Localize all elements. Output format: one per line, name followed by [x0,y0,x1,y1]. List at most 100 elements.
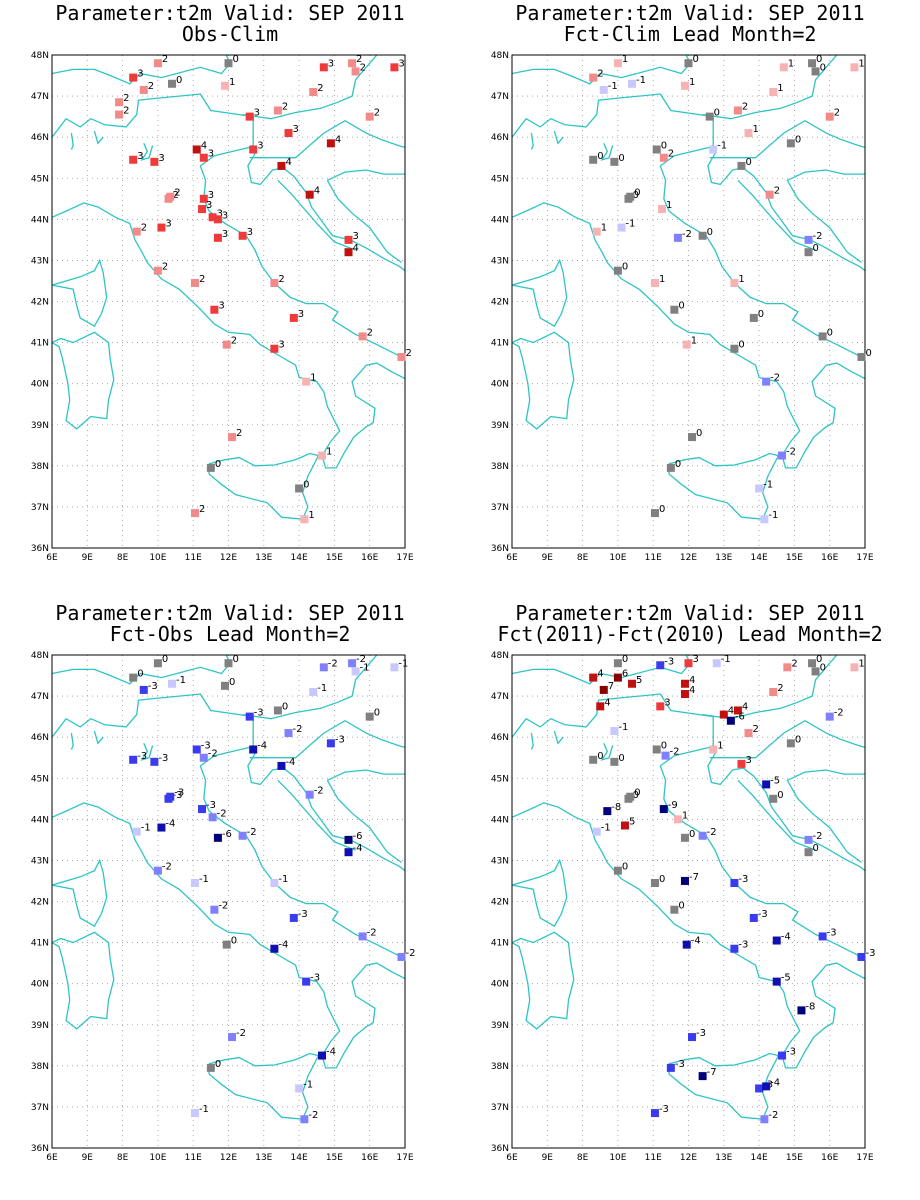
station-value-label: 0 [374,708,380,719]
station-marker [808,59,817,68]
station-value-label: 1 [717,740,723,751]
station-marker [168,79,177,88]
station-marker [198,205,207,214]
station-value-label: 1 [229,77,235,88]
station-value-label: 6 [622,669,628,680]
station-value-label: 0 [137,669,143,680]
lat-tick-label: 43N [31,256,49,266]
station-value-label: 4 [314,186,320,197]
station-value-label: 1 [738,274,744,285]
coastline [242,655,378,720]
coastline [70,133,74,150]
lat-tick-label: 37N [31,1103,49,1113]
station-value-label: -1 [618,722,628,733]
station-value-label: -3 [738,940,748,951]
coastline [512,55,692,85]
lat-tick-label: 42N [491,898,509,908]
station-value-label: 3 [328,58,334,69]
lon-tick-label: 11E [645,1153,662,1163]
lon-tick-label: 6E [46,553,58,563]
map-panel-fct-clim: Parameter:t2m Valid: SEP 2011 Fct-Clim Le… [460,0,920,600]
map-panel-obs-clim: Parameter:t2m Valid: SEP 2011 Obs-Clim 6E 9… [0,0,460,600]
station-value-label: -2 [707,827,717,838]
coastline [512,693,714,748]
station-marker [300,1115,309,1124]
station-marker [318,1051,327,1060]
station-marker [737,759,746,768]
coastline [702,655,838,720]
station-marker [157,223,166,232]
station-marker [744,129,753,138]
station-marker [277,161,286,170]
station-value-label: 1 [788,58,794,69]
station-value-label: 3 [208,149,214,160]
lon-tick-label: 15E [786,1153,803,1163]
station-marker [206,1063,215,1072]
station-value-label: 0 [303,479,309,490]
lat-tick-label: 45N [491,174,509,184]
station-marker [344,835,353,844]
station-value-label: -3 [675,1059,685,1070]
station-value-label: -1 [199,1104,209,1115]
station-value-label: -3 [137,751,147,762]
station-marker [238,831,247,840]
lat-tick-label: 38N [31,1062,49,1072]
station-marker [277,761,286,770]
panel-title: Parameter:t2m Valid: SEP 2011 [55,1,404,25]
lon-tick-label: 17E [396,553,413,563]
station-value-label: -8 [611,802,621,813]
lat-tick-label: 40N [31,380,49,390]
station-marker [755,1084,764,1093]
station-marker [309,687,318,696]
station-marker [620,821,629,830]
coastline [512,258,568,328]
station-value-label: 5 [636,675,642,686]
station-marker [351,67,360,76]
coastline [199,746,405,872]
lon-tick-label: 9E [542,1153,554,1163]
coastline [208,452,320,520]
station-value-label: -2 [208,749,218,760]
station-marker [688,433,697,442]
station-marker [818,332,827,341]
coastline [659,746,865,872]
station-value-label: 0 [707,227,713,238]
lon-tick-label: 6E [506,1153,518,1163]
station-value-label: -4 [326,1047,336,1058]
map-svg: Parameter:t2m Valid: SEP 2011Fct(2011)-F… [491,601,883,1163]
station-marker [730,879,739,888]
panel-title: Parameter:t2m Valid: SEP 2011 [55,601,404,625]
station-value-label: 4 [604,697,610,708]
lon-tick-label: 17E [856,553,873,563]
station-marker [150,157,159,166]
station-marker [661,751,670,760]
station-value-label: 0 [618,153,624,164]
station-value-label: 2 [317,83,323,94]
coastline [659,146,865,272]
station-value-label: -2 [786,447,796,458]
station-value-label: -3 [174,788,184,799]
lat-tick-label: 47N [491,92,509,102]
station-value-label: 0 [233,54,239,65]
station-marker [762,377,771,386]
map-frame [511,54,866,549]
panel-subtitle: Fct-Obs Lead Month=2 [110,622,351,646]
coastline [277,779,356,851]
station-value-label: -2 [770,373,780,384]
station-value-label: 1 [666,200,672,211]
station-value-label: -1 [317,683,327,694]
station-value-label: 1 [858,58,864,69]
lon-tick-label: 16E [821,1153,838,1163]
station-value-label: 3 [247,227,253,238]
station-marker [698,231,707,240]
lat-tick-label: 48N [31,51,49,61]
station-marker [786,739,795,748]
coastline [327,769,405,781]
station-value-label: 0 [215,459,221,470]
station-value-label: 3 [206,200,212,211]
station-value-label: -1 [763,479,773,490]
station-value-label: 0 [777,790,783,801]
station-marker [153,266,162,275]
